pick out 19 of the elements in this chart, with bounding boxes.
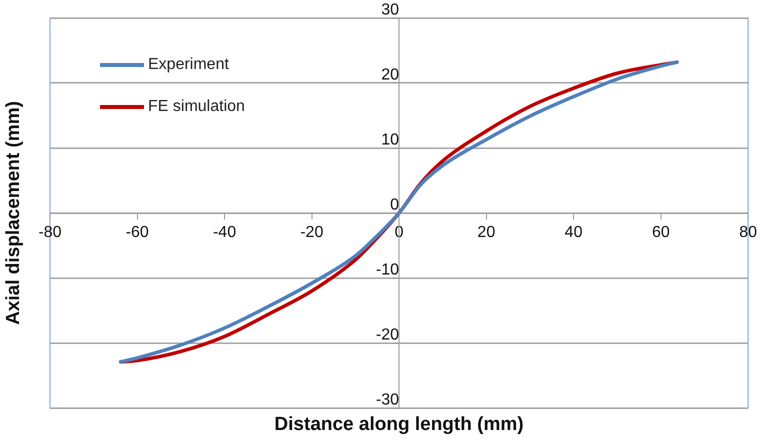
y-tick-label: -20 [376, 326, 400, 344]
x-tick-label: 80 [739, 224, 758, 242]
x-tick-label: -20 [300, 224, 324, 242]
y-tick-label: -10 [376, 261, 400, 278]
y-tick-label: 10 [381, 131, 400, 148]
legend-label: FE simulation [148, 98, 245, 116]
y-tick-label: -30 [376, 391, 400, 408]
x-tick-label: -60 [126, 224, 149, 242]
x-tick-label: 60 [652, 224, 670, 242]
x-tick-label: -40 [212, 224, 236, 242]
y-axis-title: Axial displacement (mm) [3, 101, 25, 325]
y-tick-label: 0 [390, 196, 400, 214]
x-tick-label: -80 [38, 224, 62, 242]
y-tick-label: 20 [381, 66, 400, 84]
x-tick-label: 40 [564, 224, 583, 242]
x-axis-title: Distance along length (mm) [273, 414, 525, 436]
y-tick-label: 30 [381, 1, 400, 18]
legend-label: Experiment [148, 56, 229, 74]
x-tick-label: 20 [477, 224, 496, 242]
